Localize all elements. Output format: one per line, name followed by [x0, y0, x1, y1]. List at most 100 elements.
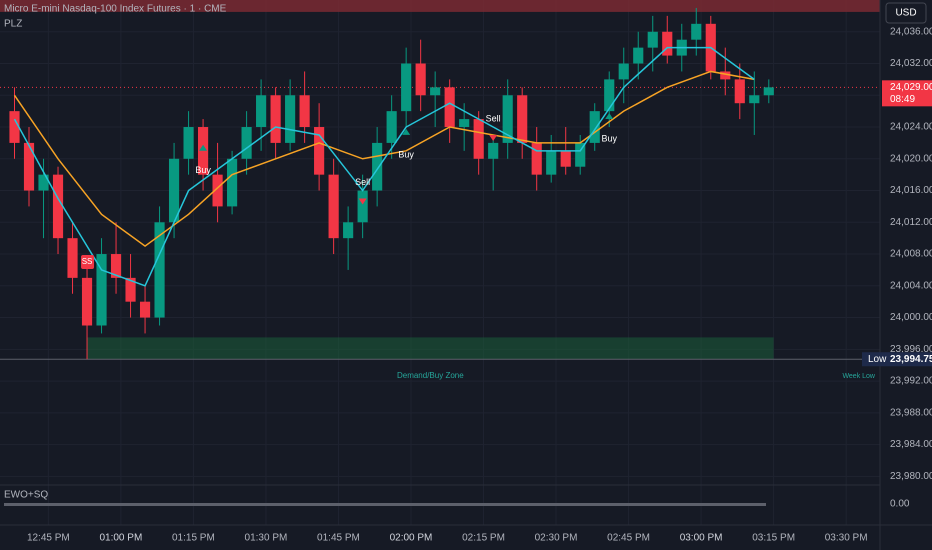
signal-label: Sell [355, 177, 370, 187]
signal-label: Buy [601, 133, 617, 143]
candle-body [662, 31, 673, 56]
candle-body [67, 238, 78, 278]
candle-body [96, 254, 107, 326]
demand-zone [87, 337, 774, 360]
last-price-tag [882, 80, 932, 107]
lower-value: 0.00 [890, 499, 910, 510]
chart-title: Micro E-mini Nasdaq-100 Index Futures · … [4, 4, 227, 15]
candle-body [459, 119, 470, 128]
candle-body [9, 111, 20, 143]
y-tick-label: 23,996.00 [890, 344, 932, 355]
candle-body [633, 47, 644, 64]
y-tick-label: 23,992.00 [890, 376, 932, 387]
candle-body [575, 142, 586, 167]
candle-body [734, 79, 745, 104]
y-tick-label: 24,004.00 [890, 280, 932, 291]
candle-body [299, 95, 310, 128]
x-tick-label: 02:00 PM [390, 533, 433, 544]
candle-body [212, 174, 223, 207]
candle-body [415, 63, 426, 96]
low-tag [862, 352, 932, 367]
candle-body [183, 127, 194, 159]
signal-box [81, 254, 95, 269]
candle-body [38, 174, 49, 191]
candle-body [154, 222, 165, 318]
candle-body [125, 277, 136, 302]
low-tag-text: Low [868, 354, 887, 365]
candle-body [546, 150, 557, 175]
lower-indicator-name: EWO+SQ [4, 490, 48, 501]
currency[interactable]: USD [895, 8, 916, 19]
currency-button[interactable] [885, 2, 927, 24]
y-tick-label: 24,000.00 [890, 312, 932, 323]
signal-label: Buy [398, 149, 414, 159]
candle-body [763, 87, 774, 96]
zone-label: Demand/Buy Zone [397, 371, 464, 380]
week-low: Week Low [842, 373, 875, 380]
countdown: 08:49 [890, 94, 915, 105]
y-tick-label: 24,032.00 [890, 58, 932, 69]
candle-body [52, 174, 64, 239]
candle-body [502, 95, 513, 143]
candle-body [720, 71, 731, 80]
candle-body [444, 87, 455, 128]
candle-body [488, 142, 499, 159]
y-tick-label: 24,020.00 [890, 153, 932, 164]
x-tick-label: 03:30 PM [825, 533, 868, 544]
candle-body [430, 87, 441, 96]
x-tick-label: 01:30 PM [245, 533, 288, 544]
candle-body [139, 301, 151, 318]
candle-body [227, 158, 238, 207]
signal-label: SS [82, 257, 93, 266]
ewo-band [4, 503, 766, 506]
resistance-zone [0, 0, 880, 12]
low-tag-value: 23,994.75 [890, 354, 932, 365]
candle-body [473, 119, 484, 159]
candle-body [256, 95, 267, 128]
candle-body [401, 63, 412, 112]
y-tick-label: 24,024.00 [890, 122, 932, 133]
x-tick-label: 03:15 PM [752, 533, 795, 544]
candle-body [23, 142, 35, 191]
x-tick-label: 02:45 PM [607, 533, 650, 544]
candle-body [386, 111, 397, 143]
candle-body [560, 150, 571, 167]
candle-body [168, 158, 180, 223]
y-tick-label: 23,980.00 [890, 471, 932, 482]
signal-arrow [605, 113, 614, 120]
candle-body [589, 111, 600, 143]
candle-body [372, 142, 383, 191]
signal-label: Buy [195, 165, 211, 175]
candle-body [343, 222, 354, 239]
x-tick-label: 02:30 PM [535, 533, 578, 544]
candle-body [270, 95, 281, 143]
candle-body [647, 31, 658, 48]
candle-body [517, 95, 528, 143]
candle-body [604, 79, 615, 112]
moving-average [13, 46, 755, 287]
candle-body [531, 142, 542, 175]
y-tick-label: 23,988.00 [890, 407, 932, 418]
candle-body [81, 277, 93, 326]
candle-body [198, 127, 209, 175]
plot: Demand/Buy Zone Week Low SS Buy Sell Buy Sell B… [0, 0, 880, 380]
x-tick-label: 12:45 PM [27, 533, 70, 544]
candle-body [241, 127, 252, 159]
candle-body [357, 190, 368, 223]
candle-body [691, 23, 702, 40]
x-tick-label: 01:45 PM [317, 533, 360, 544]
candle-body [749, 95, 760, 104]
signal-arrow [489, 135, 498, 142]
candle-body [328, 174, 339, 239]
y-tick-label: 24,008.00 [890, 249, 932, 260]
candle-body [285, 95, 296, 143]
x-tick-label: 03:00 PM [680, 533, 723, 544]
y-tick-label: 23,984.00 [890, 439, 932, 450]
ewo-dots [4, 503, 766, 506]
y-tick-label: 24,016.00 [890, 185, 932, 196]
y-tick-label: 24,036.00 [890, 26, 932, 37]
candle-body [314, 127, 325, 175]
x-tick-label: 01:15 PM [172, 533, 215, 544]
